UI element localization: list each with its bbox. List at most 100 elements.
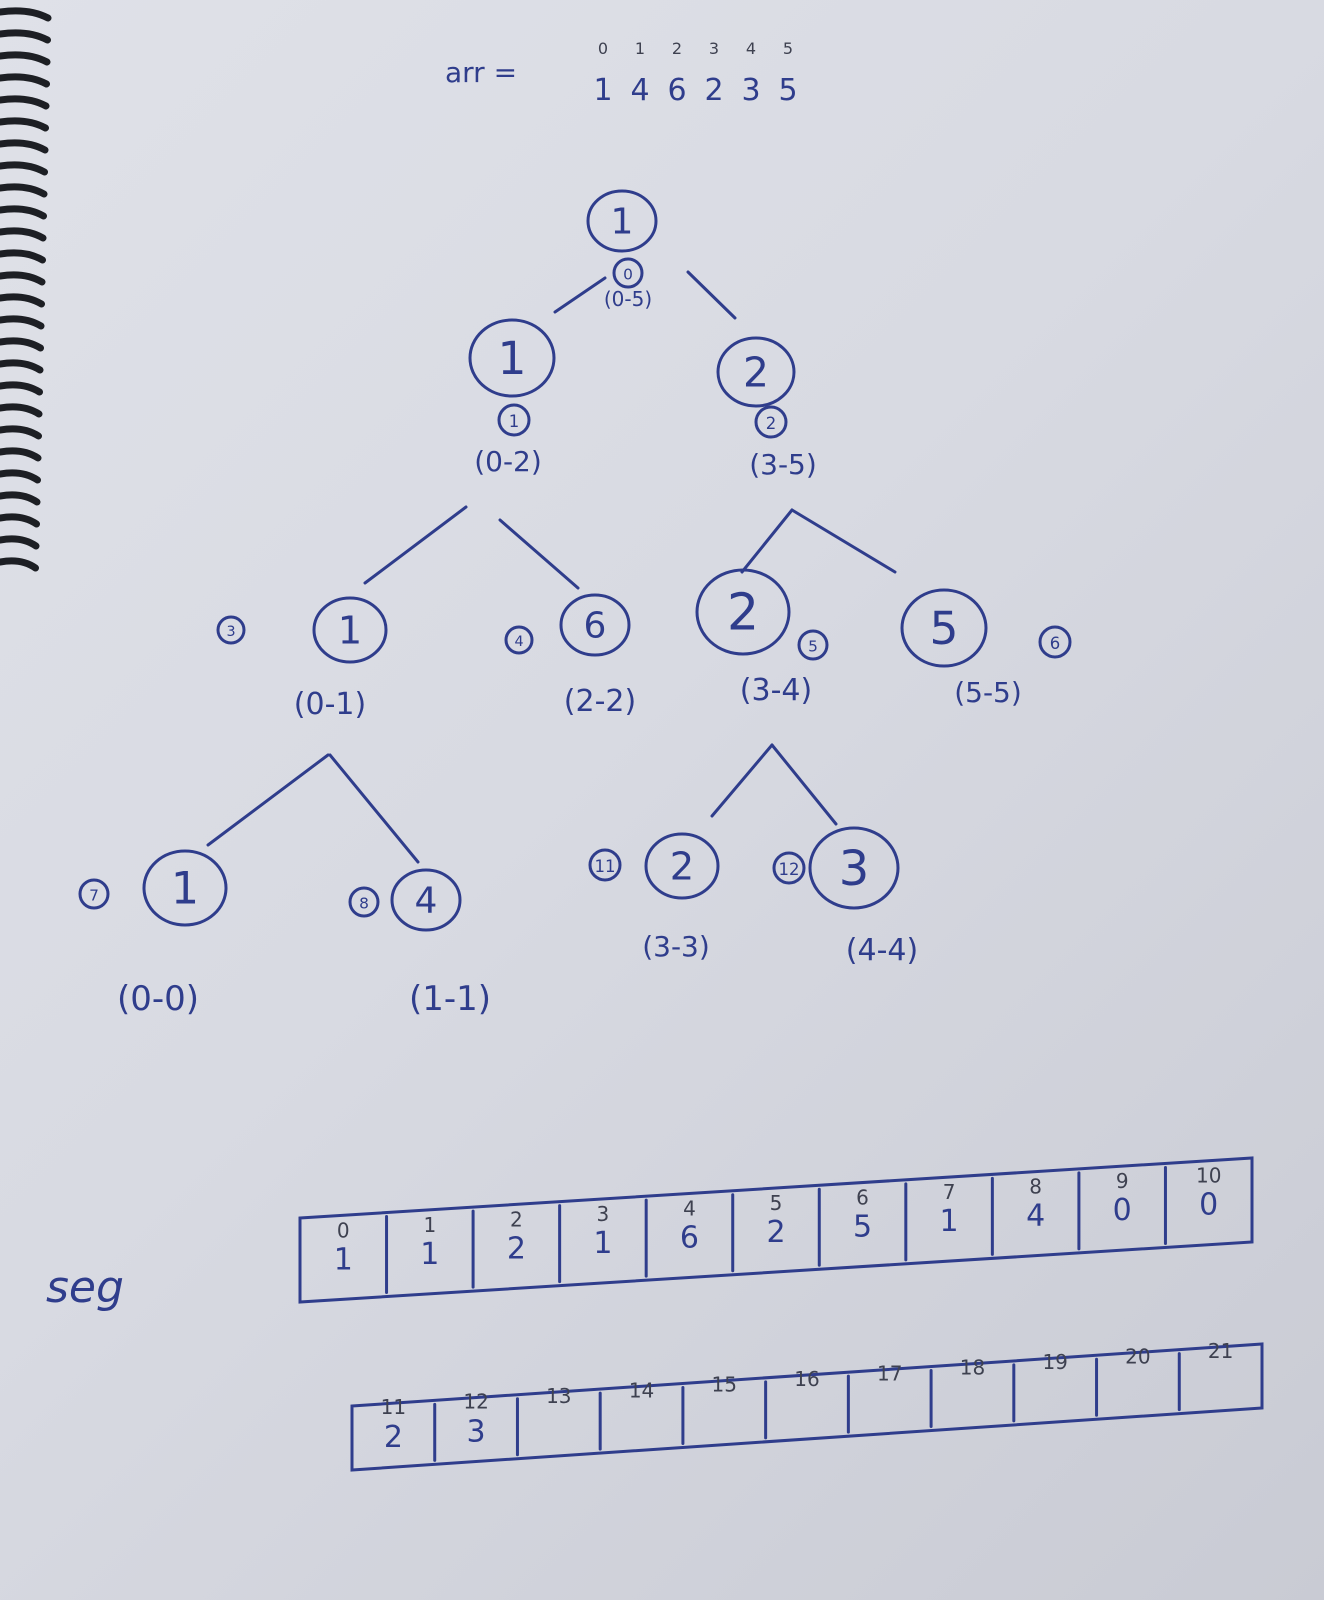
seg-array-row-2: 112 123 13 14 15 16 17 18 19 20 21 [350,1339,1264,1472]
seg-index: 12 [463,1390,488,1414]
seg-value: 1 [940,1204,959,1239]
seg-index: 20 [1125,1344,1150,1368]
spiral-ring [0,29,51,44]
seg-index: 2 [510,1207,523,1231]
node-value: 6 [584,606,607,647]
node-index-circle [797,629,829,661]
node-index: 0 [623,265,633,283]
node-index-circle [216,615,246,645]
node-range: (1-1) [409,979,491,1019]
node-value: 1 [611,202,634,243]
arr-index: 3 [709,39,719,58]
node-value: 5 [929,602,958,655]
seg-index: 19 [1042,1350,1067,1374]
spiral-ring [0,491,41,506]
node-range: (0-2) [474,445,542,478]
tree-node-2: 2 2 (3-5) [716,336,817,481]
seg-index: 18 [960,1356,985,1380]
tree-node-5: 2 5 (3-4) [695,568,829,708]
seg-index: 21 [1208,1339,1233,1363]
spiral-ring [0,117,49,132]
arr-value: 4 [630,73,649,108]
arr-index: 5 [783,39,793,58]
spiral-ring [0,513,40,528]
tree-node-0: 1 0 (0-5) [586,189,658,311]
spiral-ring [0,95,50,110]
node-circle [390,868,462,932]
spiral-ring [0,447,42,462]
seg-index: 10 [1196,1164,1221,1188]
spiral-ring [0,403,43,418]
spiral-ring [0,249,46,264]
spiral-ring [0,381,43,396]
arr-index-row: 0 1 2 3 4 5 [598,39,793,58]
arr-value: 1 [593,73,612,108]
node-circle [312,596,388,664]
arr-label: arr = [445,56,517,89]
node-index: 8 [359,894,369,912]
spiral-ring [0,293,45,308]
node-index-circle [78,878,110,910]
node-value: 1 [338,608,362,653]
node-range: (0-0) [117,979,199,1019]
node-range: (3-4) [740,673,812,708]
node-index-circle [504,625,534,655]
node-range: (3-3) [642,930,710,963]
spiral-ring [0,161,48,176]
seg-value: 5 [853,1210,872,1245]
node-circle [559,593,631,657]
edge-n0-n2 [686,270,737,320]
node-circle [468,318,556,398]
arr-value: 6 [667,73,686,108]
node-value: 3 [839,841,870,897]
seg-index: 15 [712,1373,737,1397]
node-index-circle [754,405,788,439]
seg-index: 1 [423,1213,436,1237]
node-value: 2 [727,583,759,642]
edge-n5-n12 [770,743,838,826]
seg-index: 14 [629,1378,654,1402]
spiral-ring [0,469,41,484]
node-index: 1 [509,412,520,431]
seg-index: 11 [381,1395,406,1419]
arr-value: 2 [704,73,723,108]
seg-index: 17 [877,1361,902,1385]
edge-n1-n4 [498,518,580,590]
node-circle [695,568,791,656]
spiral-ring [0,557,39,572]
edge-n2-n5 [740,508,794,574]
edge-n1-n3 [363,505,468,585]
seg-array-box [350,1342,1264,1472]
tree-node-11: 2 11 (3-3) [588,832,720,963]
node-range: (5-5) [954,676,1022,709]
arr-index: 1 [635,39,645,58]
seg-value: 3 [467,1415,486,1450]
node-index-circle [1038,625,1072,659]
seg-index: 6 [856,1186,869,1210]
node-value: 4 [415,881,438,922]
node-index-circle [588,848,622,882]
node-index: 2 [766,414,777,433]
tree-nodes: 10(0-5)11(0-2)22(3-5)13(0-1)64(2-2)25(3-… [78,189,1072,1019]
arr-value: 5 [778,73,797,108]
node-index: 6 [1050,634,1061,653]
seg-index: 8 [1029,1175,1042,1199]
node-index: 12 [779,860,800,879]
seg-label: seg [46,1262,124,1313]
edge-n3-n7 [206,753,330,847]
node-circle [716,336,796,408]
spiral-ring [0,425,42,440]
spiral-ring [0,7,52,22]
spiral-ring [0,535,40,550]
tree-edges [206,270,897,864]
node-value: 1 [497,332,526,385]
edge-n2-n6 [790,508,897,574]
tree-node-7: 1 7 (0-0) [78,849,228,1019]
spiral-ring [0,337,44,352]
node-range: (0-5) [604,287,652,311]
tree-node-4: 6 4 (2-2) [504,593,636,719]
arr-index: 0 [598,39,608,58]
arr-index: 2 [672,39,682,58]
node-circle [142,849,228,927]
